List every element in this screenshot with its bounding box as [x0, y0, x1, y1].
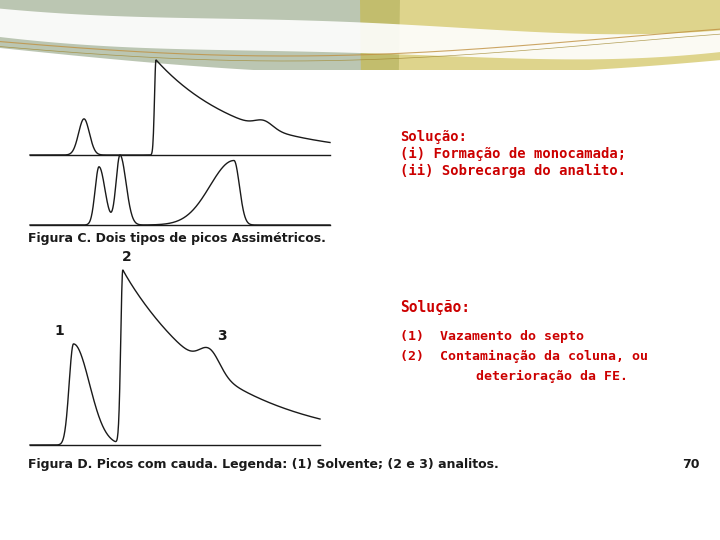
Text: (ii) Sobrecarga do analito.: (ii) Sobrecarga do analito. [400, 164, 626, 178]
Text: deterioração da FE.: deterioração da FE. [420, 370, 628, 383]
Polygon shape [0, 0, 400, 75]
Text: Figura D. Picos com cauda. Legenda: (1) Solvente; (2 e 3) analitos.: Figura D. Picos com cauda. Legenda: (1) … [28, 458, 499, 471]
Text: (1)  Vazamento do septo: (1) Vazamento do septo [400, 330, 584, 343]
Text: 3: 3 [217, 329, 227, 343]
Polygon shape [0, 9, 720, 59]
Text: Figura C. Dois tipos de picos Assimétricos.: Figura C. Dois tipos de picos Assimétric… [28, 232, 326, 245]
Text: Solução:: Solução: [400, 130, 467, 144]
Text: 1: 1 [55, 324, 64, 338]
Text: (2)  Contaminação da coluna, ou: (2) Contaminação da coluna, ou [400, 350, 648, 363]
Text: (i) Formação de monocamada;: (i) Formação de monocamada; [400, 147, 626, 161]
Polygon shape [360, 0, 720, 75]
Bar [0, 70, 720, 540]
Text: 70: 70 [683, 458, 700, 471]
Text: 2: 2 [122, 250, 132, 264]
Text: Solução:: Solução: [400, 300, 470, 315]
